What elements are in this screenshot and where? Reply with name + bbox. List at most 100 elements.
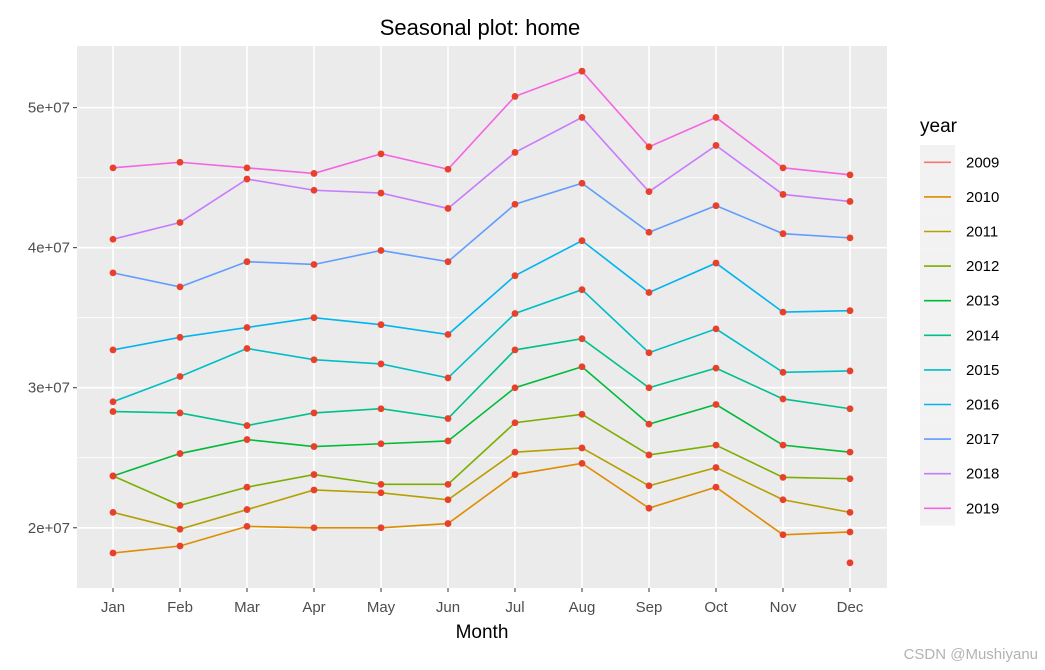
legend-title: year [920,116,958,137]
point-2018 [846,198,854,205]
point-2016 [310,314,318,322]
point-2010 [444,520,452,527]
point-2012 [511,419,519,427]
point-2017 [310,261,318,268]
point-2013 [243,436,251,443]
point-2013 [511,384,519,392]
x-tick-label: Jul [505,599,524,616]
point-2015 [645,349,653,357]
legend-label-2019: 2019 [966,500,999,517]
point-2013 [779,441,787,449]
point-2012 [176,501,184,509]
point-2015 [779,368,787,376]
x-tick-label: Aug [569,599,596,616]
point-2016 [109,346,117,354]
point-2010 [846,528,854,536]
point-2017 [511,200,519,208]
point-2010 [712,483,720,491]
point-2014 [511,346,519,354]
point-2019 [444,165,452,173]
point-2017 [578,179,586,187]
series-line-2010 [112,462,851,554]
point-2018 [712,142,720,149]
point-2013 [444,437,452,445]
series-line-2019 [112,70,851,176]
point-2012 [310,471,318,478]
legend-label-2014: 2014 [966,327,999,344]
point-2014 [243,422,251,429]
point-2010 [310,524,318,532]
legend-label-2011: 2011 [966,224,998,241]
point-2013 [310,443,318,450]
point-2016 [511,272,519,280]
x-axis: Jan Feb Mar Apr May Jun Jul Aug Sep Oct Nov Dec [101,588,864,616]
point-2014 [712,364,720,372]
point-2015 [243,345,251,352]
y-tick-label: 2e+07 [28,520,70,537]
point-2016 [578,237,586,245]
x-tick-label: Nov [770,599,797,616]
point-2015 [578,286,586,294]
point-2019 [846,171,854,179]
point-2010 [176,542,184,550]
point-2013 [109,472,117,480]
point-2019 [243,164,251,172]
y-tick-label: 3e+07 [28,380,70,397]
series-line-2017 [112,182,851,288]
point-2014 [645,384,653,392]
x-tick-label: Jan [101,599,125,616]
point-2015 [846,367,854,375]
point-2019 [310,170,318,177]
x-tick-label: Oct [704,599,728,616]
point-2018 [511,149,519,156]
point-2011 [511,448,519,456]
series-line-2013 [112,365,851,477]
x-tick-label: Sep [636,599,663,616]
point-2017 [645,228,653,236]
point-2011 [444,496,452,504]
series-line-2015 [112,288,851,403]
minor-gridlines [77,177,887,459]
point-2011 [377,489,385,497]
legend-label-2012: 2012 [966,258,999,275]
y-tick-label: 4e+07 [28,240,70,257]
point-2012 [377,480,385,488]
point-2012 [578,410,586,418]
series-points [109,67,854,567]
point-2019 [176,158,184,166]
point-2014 [310,409,318,417]
legend-label-2010: 2010 [966,189,999,206]
point-2016 [645,289,653,296]
point-2018 [243,175,251,183]
x-tick-label: Jun [436,599,460,616]
series-line-2011 [112,447,851,531]
point-2017 [846,234,854,242]
point-2013 [846,448,854,456]
y-tick-label: 5e+07 [28,100,70,117]
point-2010 [578,459,586,467]
series-line-2012 [112,413,851,507]
point-2011 [176,525,184,533]
point-2011 [578,444,586,452]
series-line-2016 [112,239,851,351]
x-tick-label: Feb [167,599,193,616]
point-2017 [243,258,251,266]
point-2017 [712,202,720,210]
point-2014 [109,408,117,415]
point-2010 [243,522,251,530]
point-2014 [779,395,787,403]
point-2011 [645,482,653,490]
point-2011 [846,508,854,516]
legend-label-2017: 2017 [966,431,999,448]
x-tick-label: May [367,599,396,616]
point-2015 [377,360,385,368]
point-2010 [511,471,519,478]
point-2010 [645,504,653,512]
point-2014 [846,405,854,413]
point-2012 [444,480,452,488]
point-2015 [444,374,452,382]
legend-keys: 2009 2010 2011 2012 2013 2014 2015 2016 2017 2018… [920,145,999,526]
point-2018 [444,205,452,212]
point-2010 [377,524,385,532]
